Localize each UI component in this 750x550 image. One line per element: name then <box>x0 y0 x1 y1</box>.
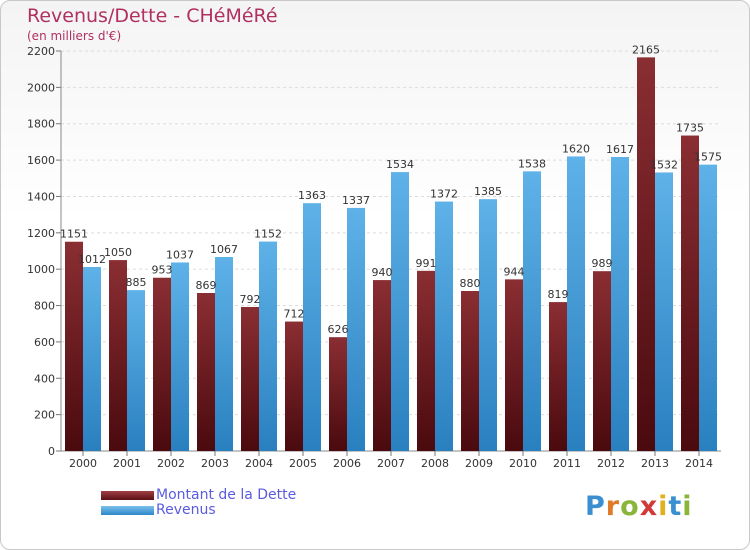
data-label-revenue: 1037 <box>166 248 194 261</box>
legend-swatch-debt <box>101 490 154 500</box>
bar-debt <box>549 302 567 451</box>
x-tick-label: 2002 <box>157 457 185 470</box>
x-tick-label: 2007 <box>377 457 405 470</box>
data-label-debt: 940 <box>372 266 393 279</box>
x-tick-label: 2012 <box>597 457 625 470</box>
data-label-revenue: 1337 <box>342 194 370 207</box>
bar-revenue <box>479 199 497 451</box>
bar-revenue <box>347 207 365 451</box>
bar-debt <box>285 321 303 451</box>
bar-revenue <box>611 157 629 451</box>
bar-debt <box>505 279 523 451</box>
x-tick-label: 2003 <box>201 457 229 470</box>
bar-debt <box>417 270 435 451</box>
x-tick-label: 2001 <box>113 457 141 470</box>
bar-revenue <box>83 267 101 451</box>
bar-debt <box>373 280 391 451</box>
data-label-revenue: 1363 <box>298 189 326 202</box>
x-tick-label: 2008 <box>421 457 449 470</box>
data-label-debt: 712 <box>284 308 305 321</box>
bar-debt <box>329 337 347 451</box>
y-tick-label: 200 <box>34 409 55 422</box>
x-tick-label: 2000 <box>69 457 97 470</box>
data-label-debt: 1050 <box>104 246 132 259</box>
data-label-debt: 792 <box>240 293 261 306</box>
bar-revenue <box>523 171 541 451</box>
bar-debt <box>681 135 699 451</box>
legend-label-debt: Montant de la Dette <box>156 487 297 503</box>
y-tick-label: 1400 <box>27 190 55 203</box>
bar-debt <box>593 271 611 451</box>
y-tick-label: 2200 <box>27 45 55 58</box>
bar-revenue <box>699 164 717 452</box>
x-tick-label: 2010 <box>509 457 537 470</box>
x-tick-label: 2009 <box>465 457 493 470</box>
bar-debt <box>65 241 83 451</box>
x-tick-label: 2011 <box>553 457 581 470</box>
data-label-revenue: 1152 <box>254 228 282 241</box>
data-label-debt: 2165 <box>632 43 660 56</box>
x-tick-label: 2004 <box>245 457 273 470</box>
y-tick-label: 1200 <box>27 227 55 240</box>
bar-revenue <box>435 201 453 451</box>
data-label-revenue: 885 <box>126 276 147 289</box>
data-label-revenue: 1012 <box>78 253 106 266</box>
x-tick-label: 2014 <box>685 457 713 470</box>
data-label-debt: 626 <box>328 323 349 336</box>
bar-debt <box>637 57 655 451</box>
legend-label-revenue: Revenus <box>156 502 216 518</box>
bar-debt <box>109 260 127 451</box>
data-label-revenue: 1372 <box>430 188 458 201</box>
y-tick-label: 2000 <box>27 81 55 94</box>
data-label-revenue: 1532 <box>650 158 678 171</box>
bar-debt <box>197 293 215 451</box>
data-label-revenue: 1538 <box>518 157 546 170</box>
bar-revenue <box>259 241 277 451</box>
data-label-debt: 991 <box>416 257 437 270</box>
data-label-debt: 944 <box>504 265 525 278</box>
bar-debt <box>153 277 171 451</box>
x-tick-label: 2005 <box>289 457 317 470</box>
bar-debt <box>461 291 479 451</box>
chart-subtitle: (en milliers d'€) <box>27 29 122 43</box>
data-label-revenue: 1385 <box>474 185 502 198</box>
bar-revenue <box>215 257 233 451</box>
bar-revenue <box>567 156 585 452</box>
data-label-revenue: 1067 <box>210 243 238 256</box>
y-tick-label: 1600 <box>27 154 55 167</box>
bar-revenue <box>391 172 409 451</box>
data-label-revenue: 1575 <box>694 151 722 164</box>
y-tick-label: 1800 <box>27 118 55 131</box>
data-label-debt: 989 <box>592 257 613 270</box>
bar-revenue <box>127 290 145 451</box>
data-label-debt: 869 <box>196 279 217 292</box>
x-tick-label: 2006 <box>333 457 361 470</box>
y-tick-label: 1000 <box>27 263 55 276</box>
data-label-revenue: 1620 <box>562 142 590 155</box>
bar-revenue <box>303 203 321 451</box>
proxiti-logo: Proxiti <box>585 491 693 522</box>
y-tick-label: 600 <box>34 336 55 349</box>
data-label-debt: 819 <box>548 288 569 301</box>
y-tick-label: 800 <box>34 300 55 313</box>
legend-item-revenue: Revenus <box>101 502 216 518</box>
data-label-debt: 953 <box>152 264 173 277</box>
y-tick-label: 400 <box>34 372 55 385</box>
data-label-revenue: 1617 <box>606 143 634 156</box>
bar-revenue <box>655 172 673 452</box>
y-tick-label: 0 <box>48 445 55 458</box>
data-label-debt: 1151 <box>60 228 88 241</box>
bar-revenue <box>171 262 189 451</box>
bar-debt <box>241 307 259 451</box>
legend-item-debt: Montant de la Dette <box>101 487 296 503</box>
data-label-debt: 880 <box>460 277 481 290</box>
data-label-revenue: 1534 <box>386 158 414 171</box>
legend-swatch-revenue <box>101 505 154 515</box>
chart-title: Revenus/Dette - CHéMéRé <box>27 5 278 27</box>
data-label-debt: 1735 <box>676 122 704 135</box>
x-tick-label: 2013 <box>641 457 669 470</box>
